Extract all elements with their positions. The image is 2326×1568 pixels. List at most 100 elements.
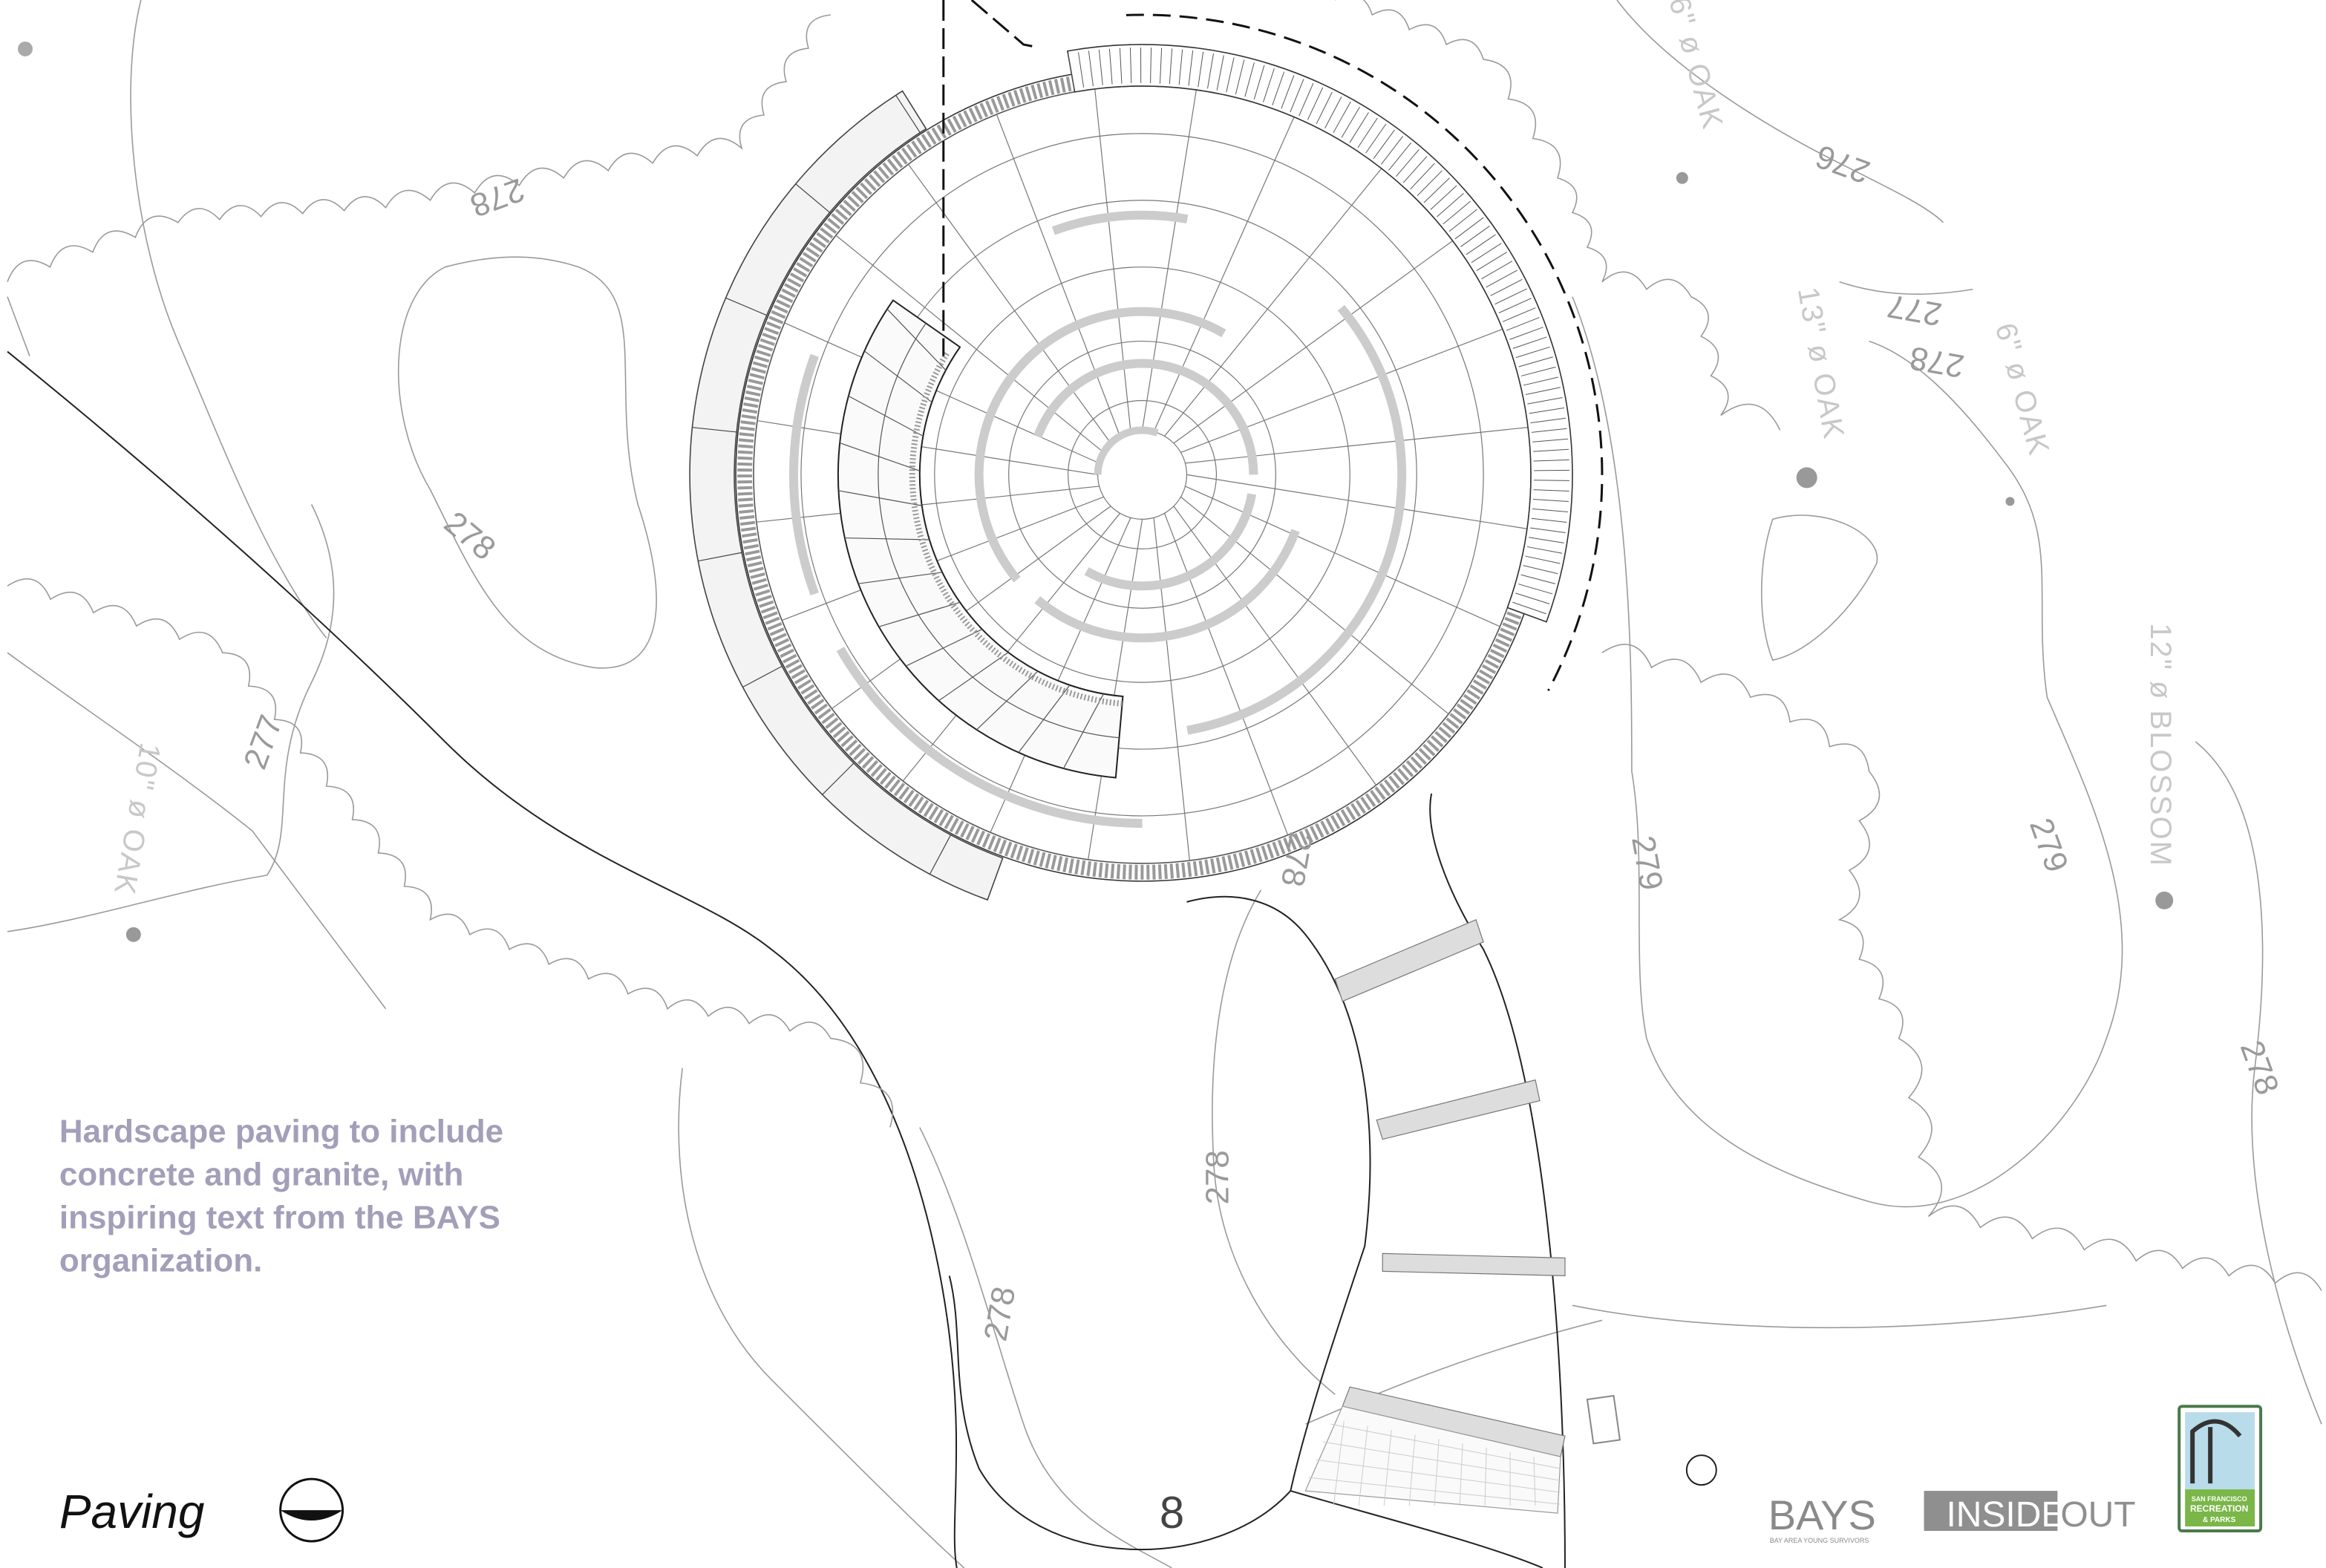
board (1533, 448, 1569, 452)
gray-band (789, 353, 1143, 828)
board (1188, 50, 1194, 86)
insideout-logo-b: OUT (2060, 1495, 2135, 1535)
board (1129, 48, 1132, 84)
radial-joint (907, 163, 1111, 444)
contour (1212, 889, 1336, 1395)
board (1533, 469, 1569, 471)
ring-joint (1008, 340, 1276, 609)
tree-label: 10" ø OAK (108, 740, 166, 898)
radial-joint (832, 506, 1111, 709)
board (1216, 55, 1224, 91)
contour (1616, 0, 1944, 223)
board (1388, 142, 1412, 171)
flagstone-joint (858, 572, 943, 584)
board (1341, 106, 1360, 138)
board (1520, 574, 1556, 584)
contour (678, 1068, 965, 1568)
board (1373, 129, 1395, 160)
paving-strip (1334, 919, 1484, 1002)
contour-label: 278 (465, 171, 529, 223)
flagstone-joint (976, 670, 1039, 731)
flagstone-joint (905, 629, 983, 667)
radial-joint (1088, 519, 1143, 860)
board (1533, 459, 1569, 462)
board (1518, 584, 1553, 595)
board (1410, 163, 1435, 190)
rec-park-sky (2185, 1412, 2255, 1490)
rec-park-text: & PARKS (2203, 1516, 2236, 1524)
ring-joint (934, 267, 1350, 683)
edge-line (7, 350, 958, 1568)
board (1533, 480, 1569, 481)
board (1515, 592, 1550, 604)
contour (919, 1127, 1172, 1568)
board (1253, 65, 1265, 100)
tree (2005, 497, 2015, 506)
board (1515, 346, 1550, 359)
contour-label: 278 (977, 1284, 1022, 1344)
description-line: organization. (59, 1242, 262, 1278)
board (1169, 48, 1173, 85)
board (1068, 53, 1075, 90)
path (948, 793, 1717, 1568)
north-fill (280, 1510, 343, 1521)
radial-joint (1180, 328, 1503, 453)
board (1119, 48, 1123, 84)
board (1430, 185, 1457, 210)
board (1529, 407, 1564, 414)
tree (1796, 467, 1817, 489)
board (1471, 243, 1502, 264)
board (1207, 53, 1214, 89)
contour (397, 256, 657, 669)
board (1525, 555, 1561, 564)
board (1530, 527, 1566, 533)
board (1530, 417, 1566, 424)
board (1448, 209, 1477, 232)
canopy-edge (1335, 0, 1781, 431)
pad-joint (929, 834, 952, 875)
flagstone-joint (839, 442, 921, 471)
grid-joint (1408, 1434, 1416, 1506)
grid-joint (1383, 1430, 1392, 1506)
flagstone-joint (848, 395, 924, 437)
radial-joint (756, 486, 1100, 523)
radial-joint (1153, 517, 1190, 861)
crescent-pads (689, 90, 1004, 901)
page-number: 8 (1160, 1488, 1184, 1538)
contour (1572, 296, 2123, 1208)
insideout-logo-a: INSIDE (1946, 1495, 2065, 1535)
grid-joint (1316, 1459, 1561, 1493)
tree (2155, 891, 2174, 909)
grid-joint (1434, 1439, 1440, 1506)
board (1476, 252, 1507, 271)
radial-joint (1163, 513, 1289, 835)
north-arrow (279, 1477, 344, 1543)
board (1077, 52, 1085, 88)
board (1298, 82, 1314, 117)
board (1498, 298, 1532, 313)
granite-area (837, 299, 1124, 779)
contour (7, 504, 335, 932)
flagstone-joint (863, 350, 932, 403)
contour-label: 278 (437, 504, 503, 567)
contour-label: 277 (237, 710, 290, 774)
pad-joint (692, 427, 737, 433)
pad-joint (725, 297, 767, 316)
contour (1572, 1304, 2107, 1329)
grid-joint (1459, 1443, 1463, 1506)
path-edge (1290, 1490, 1543, 1568)
board (1506, 317, 1540, 331)
board (1357, 117, 1378, 148)
contour-label: 279 (1624, 833, 1670, 893)
contour (1760, 514, 1878, 662)
board (1481, 261, 1513, 280)
board (1198, 51, 1204, 88)
board (1532, 438, 1568, 442)
rec-park-text: SAN FRANCISCO (2192, 1495, 2247, 1503)
contour (130, 0, 327, 638)
trees (17, 41, 2174, 942)
canopy-edge (7, 578, 894, 1128)
board (1531, 517, 1567, 523)
grid-joint (1308, 1477, 1561, 1505)
flagstone-joint (1018, 685, 1071, 753)
